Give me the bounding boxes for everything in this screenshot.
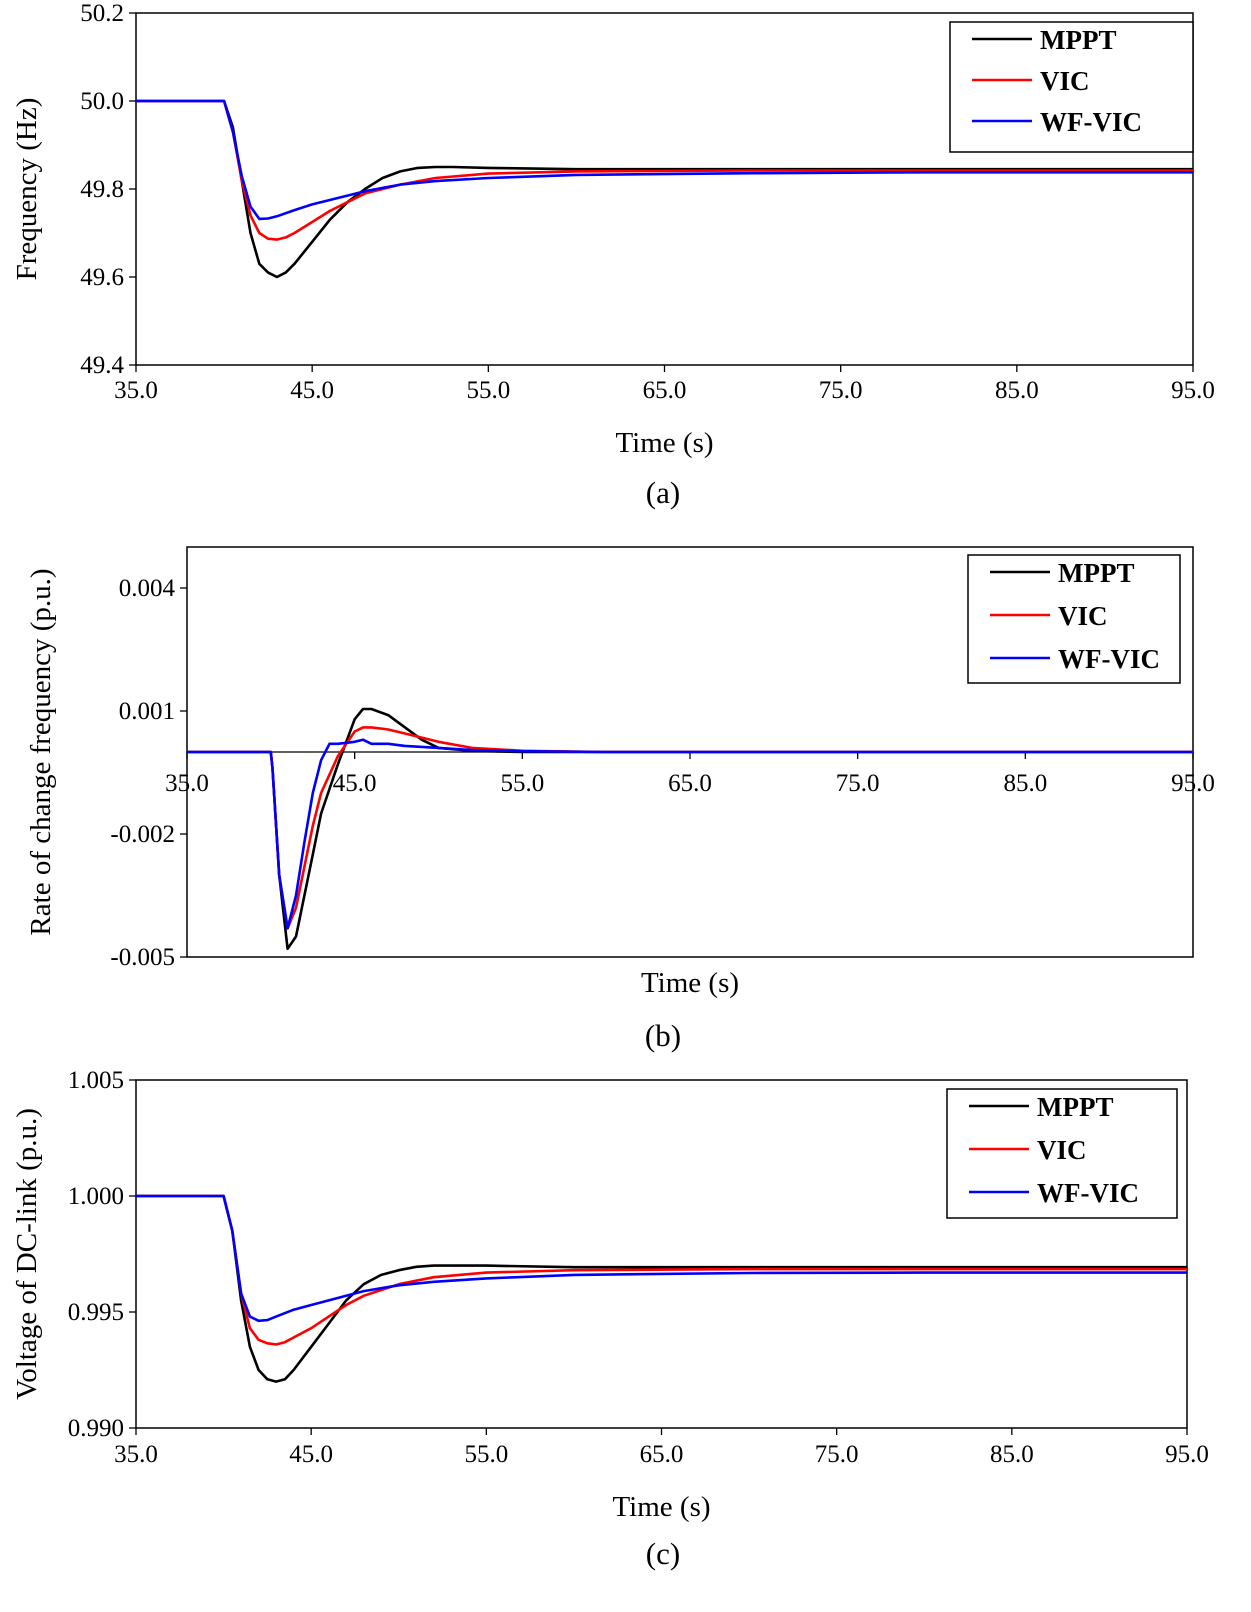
legend-label: VIC bbox=[1040, 66, 1090, 96]
x-tick-label: 35.0 bbox=[114, 377, 158, 404]
legend-label: WF-VIC bbox=[1037, 1178, 1139, 1208]
x-tick-label: 35.0 bbox=[114, 1441, 158, 1468]
legend-label: VIC bbox=[1058, 601, 1108, 631]
y-tick-label: -0.002 bbox=[110, 821, 175, 848]
figure-caption: (c) bbox=[646, 1536, 680, 1571]
y-tick-label: 50.0 bbox=[80, 88, 124, 115]
x-tick-label: 55.0 bbox=[464, 1441, 508, 1468]
y-tick-label: 0.004 bbox=[119, 575, 176, 602]
x-axis-label: Time (s) bbox=[612, 1491, 710, 1523]
x-tick-label: 75.0 bbox=[819, 377, 863, 404]
legend: MPPT VIC WF-VIC bbox=[946, 1088, 1178, 1219]
y-tick-label: 49.4 bbox=[80, 352, 124, 379]
x-tick-label: 55.0 bbox=[500, 770, 544, 797]
series-line-wf-vic bbox=[187, 738, 1193, 930]
x-tick-label: 45.0 bbox=[290, 377, 334, 404]
legend-label: WF-VIC bbox=[1058, 644, 1160, 674]
legend-label: MPPT bbox=[1058, 558, 1134, 588]
x-tick-label: 55.0 bbox=[466, 377, 510, 404]
x-tick-label: 45.0 bbox=[289, 1441, 333, 1468]
y-tick-label: -0.005 bbox=[110, 944, 175, 971]
series-line-wf-vic bbox=[136, 1194, 1187, 1323]
y-axis-label: Rate of change frequency (p.u.) bbox=[25, 568, 57, 935]
series-line-mppt bbox=[136, 1194, 1187, 1383]
y-tick-label: 1.005 bbox=[68, 1067, 124, 1094]
x-tick-label: 85.0 bbox=[995, 377, 1039, 404]
series-line-vic bbox=[136, 99, 1193, 241]
legend-label: MPPT bbox=[1037, 1092, 1113, 1122]
x-tick-label: 45.0 bbox=[333, 770, 377, 797]
x-tick-label: 65.0 bbox=[643, 377, 687, 404]
x-axis-label: Time (s) bbox=[641, 967, 739, 999]
y-axis-label: Voltage of DC-link (p.u.) bbox=[11, 1108, 43, 1400]
x-tick-label: 95.0 bbox=[1171, 377, 1215, 404]
x-tick-label: 65.0 bbox=[668, 770, 712, 797]
legend: MPPT VIC WF-VIC bbox=[967, 554, 1181, 684]
x-tick-label: 35.0 bbox=[165, 770, 209, 797]
chart-b: 35.0 45.0 55.0 65.0 75.0 85.0 95.0 -0.005 -0.002… bbox=[25, 546, 1215, 1053]
x-tick-label: 85.0 bbox=[1003, 770, 1047, 797]
legend: MPPT VIC WF-VIC bbox=[949, 21, 1194, 153]
series-line-vic bbox=[136, 1194, 1187, 1346]
figure-caption: (a) bbox=[646, 475, 680, 510]
legend-box bbox=[946, 1088, 1178, 1219]
series-line-mppt bbox=[136, 99, 1193, 279]
legend-label: MPPT bbox=[1040, 25, 1116, 55]
chart-a: 35.0 45.0 55.0 65.0 75.0 85.0 95.0 49.4 49.6 49.8… bbox=[11, 0, 1215, 510]
x-tick-label: 75.0 bbox=[836, 770, 880, 797]
legend-label: VIC bbox=[1037, 1135, 1087, 1165]
chart-c: 35.0 45.0 55.0 65.0 75.0 85.0 95.0 0.990 0.995 1.… bbox=[11, 1067, 1209, 1571]
x-tick-label: 75.0 bbox=[815, 1441, 859, 1468]
figure-caption: (b) bbox=[645, 1018, 681, 1053]
x-axis-label: Time (s) bbox=[615, 427, 713, 459]
y-tick-label: 49.6 bbox=[80, 264, 124, 291]
legend-label: WF-VIC bbox=[1040, 107, 1142, 137]
x-tick-label: 85.0 bbox=[990, 1441, 1034, 1468]
y-axis-label: Frequency (Hz) bbox=[11, 98, 43, 281]
x-tick-label: 95.0 bbox=[1171, 770, 1215, 797]
y-tick-label: 0.995 bbox=[68, 1299, 124, 1326]
legend-box bbox=[949, 21, 1194, 153]
y-tick-label: 0.001 bbox=[119, 698, 175, 725]
y-tick-label: 49.8 bbox=[80, 176, 124, 203]
y-tick-label: 1.000 bbox=[68, 1183, 124, 1210]
legend-box bbox=[967, 554, 1181, 684]
x-tick-label: 65.0 bbox=[640, 1441, 684, 1468]
series-line-wf-vic bbox=[136, 99, 1193, 221]
y-tick-label: 50.2 bbox=[80, 0, 124, 27]
x-tick-label: 95.0 bbox=[1165, 1441, 1209, 1468]
y-tick-label: 0.990 bbox=[68, 1415, 124, 1442]
